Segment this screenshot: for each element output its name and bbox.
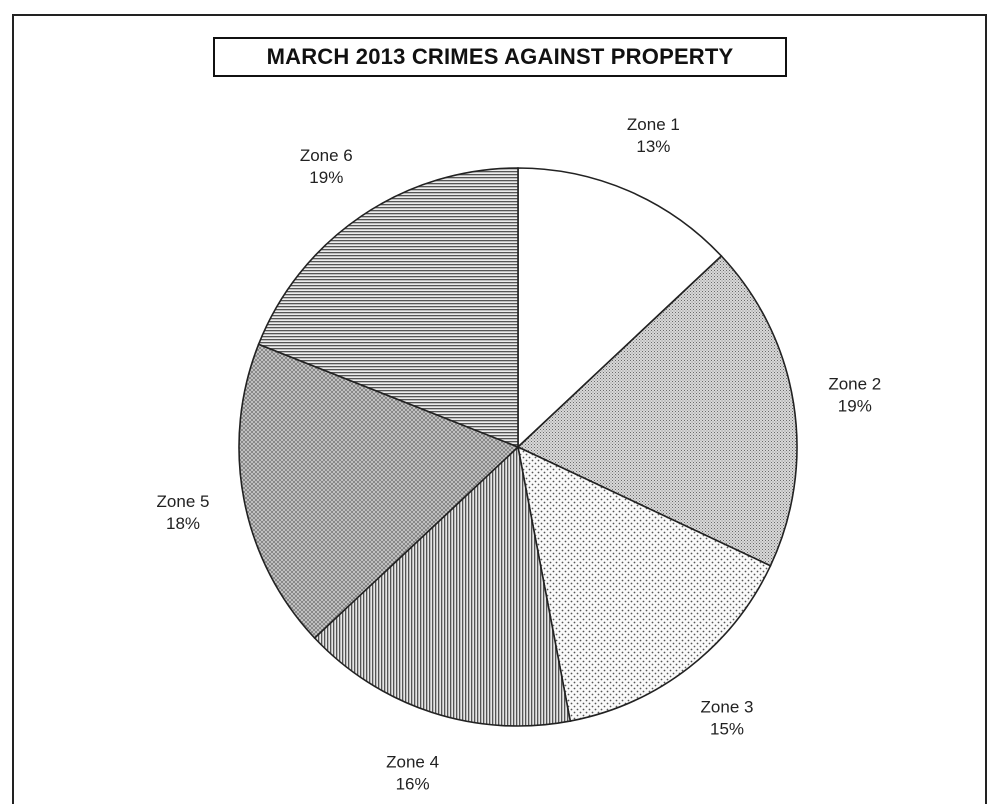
slice-label-zone-4: Zone 4 xyxy=(386,752,439,771)
slice-percent-zone-1: 13% xyxy=(636,137,670,156)
slice-percent-zone-6: 19% xyxy=(309,168,343,187)
slice-label-zone-3: Zone 3 xyxy=(701,697,754,716)
chart-title: MARCH 2013 CRIMES AGAINST PROPERTY xyxy=(213,37,787,77)
chart-frame xyxy=(12,14,987,804)
pie-slice-zone-2 xyxy=(516,254,798,567)
pie-slice-zone-6 xyxy=(257,167,519,449)
slice-label-zone-5: Zone 5 xyxy=(157,492,210,511)
slice-percent-zone-3: 15% xyxy=(710,719,744,738)
pie-slice-zone-1 xyxy=(517,167,723,449)
pie-slice-zone-5 xyxy=(238,343,520,640)
slice-percent-zone-5: 18% xyxy=(166,514,200,533)
pie-slice-zone-4 xyxy=(313,445,572,727)
pie-slice-zone-3 xyxy=(516,445,772,722)
slice-percent-zone-4: 16% xyxy=(396,774,430,793)
slice-label-zone-2: Zone 2 xyxy=(828,375,881,394)
slice-label-zone-1: Zone 1 xyxy=(627,115,680,134)
slice-percent-zone-2: 19% xyxy=(838,397,872,416)
slice-label-zone-6: Zone 6 xyxy=(300,146,353,165)
